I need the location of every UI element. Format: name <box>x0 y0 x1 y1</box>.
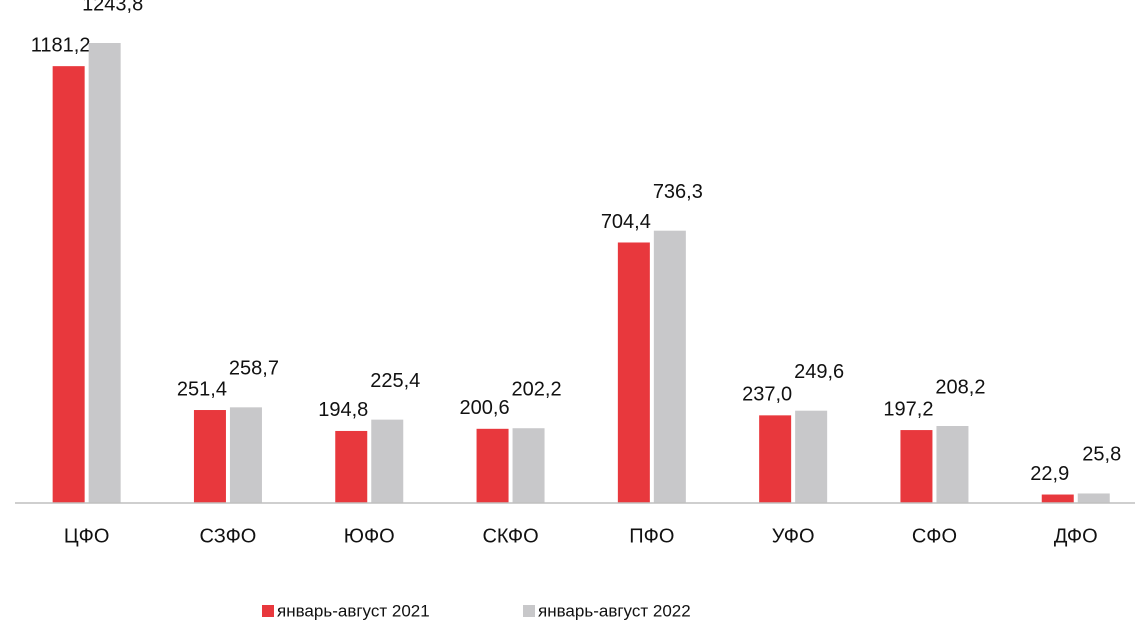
data-label: 200,6 <box>460 397 510 419</box>
legend-label: январь-август 2022 <box>538 601 691 620</box>
x-tick-label: ПФО <box>629 525 674 547</box>
bar <box>193 410 226 503</box>
bar <box>88 43 121 503</box>
bar <box>476 428 509 503</box>
bar <box>653 230 686 503</box>
bar <box>335 430 368 503</box>
bar <box>759 415 792 503</box>
bar <box>229 407 262 503</box>
data-label: 251,4 <box>177 378 227 400</box>
legend-label: январь-август 2021 <box>277 601 430 620</box>
legend-swatch <box>262 605 274 617</box>
bar <box>52 66 85 503</box>
data-label: 237,0 <box>742 384 792 406</box>
data-label: 704,4 <box>601 211 651 233</box>
data-label: 249,6 <box>794 361 844 383</box>
x-tick-label: СЗФО <box>200 525 257 547</box>
x-tick-label: СФО <box>912 525 957 547</box>
data-label: 208,2 <box>935 376 985 398</box>
data-label: 22,9 <box>1030 463 1069 485</box>
bar <box>1041 494 1074 503</box>
bar <box>795 410 828 503</box>
data-label: 225,4 <box>370 370 420 392</box>
bar <box>617 242 650 504</box>
bar <box>900 430 933 503</box>
x-tick-label: ЦФО <box>64 525 110 547</box>
data-label: 202,2 <box>512 379 562 401</box>
data-label: 197,2 <box>883 398 933 420</box>
x-tick-label: ДФО <box>1054 525 1098 547</box>
data-label: 194,8 <box>318 399 368 421</box>
data-label: 736,3 <box>653 181 703 203</box>
data-label: 258,7 <box>229 358 279 380</box>
data-label: 1243,8 <box>82 0 143 15</box>
legend-swatch <box>523 605 535 617</box>
bar <box>1077 493 1110 503</box>
x-tick-label: УФО <box>772 525 815 547</box>
data-label: 25,8 <box>1082 444 1121 466</box>
bar <box>371 419 404 503</box>
x-tick-label: СКФО <box>482 525 538 547</box>
data-label: 1181,2 <box>31 34 91 56</box>
bar <box>936 426 969 503</box>
bar <box>512 428 545 503</box>
x-tick-label: ЮФО <box>344 525 395 547</box>
